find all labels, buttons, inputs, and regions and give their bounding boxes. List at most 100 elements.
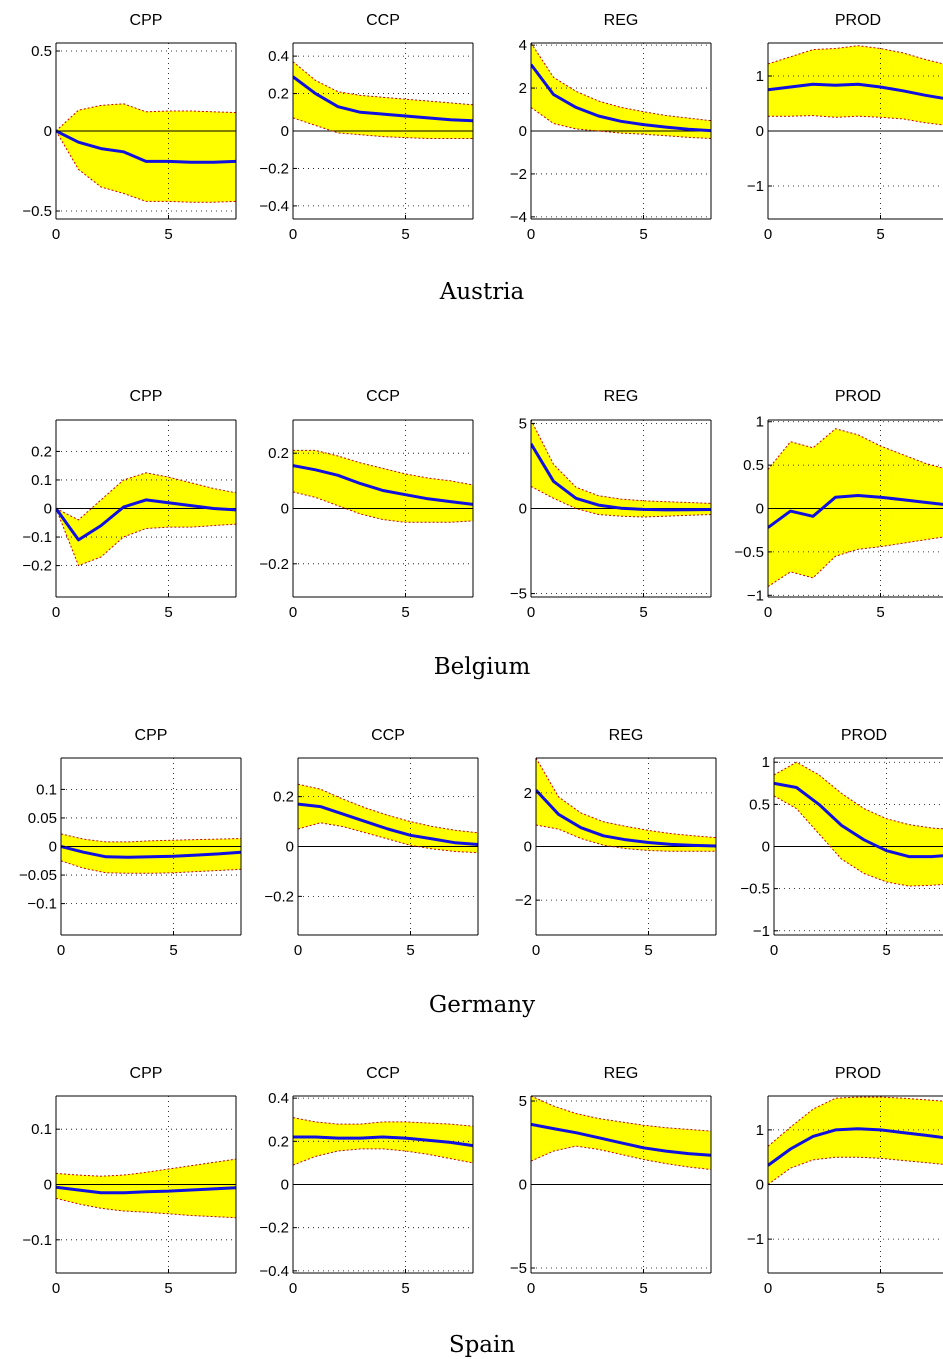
y-tick-label: 0.1 <box>31 1121 52 1138</box>
y-tick-label: 2 <box>519 80 527 97</box>
y-tick-label: −0.4 <box>259 1263 289 1280</box>
lower-band-edge <box>768 536 943 588</box>
panel-title: CCP <box>366 388 400 405</box>
y-tick-label: 0.5 <box>743 457 764 474</box>
lower-band-edge <box>56 130 236 203</box>
x-tick-label: 5 <box>876 226 884 243</box>
panel-plot-area <box>536 758 716 935</box>
panel-title: CCP <box>371 727 405 744</box>
y-tick-label: −0.1 <box>22 529 52 546</box>
median-line <box>293 75 473 123</box>
y-tick-label: 0.2 <box>31 443 52 460</box>
x-tick-label: 0 <box>527 1280 535 1297</box>
x-tick-label: 0 <box>52 226 60 243</box>
median-line <box>293 1135 473 1148</box>
country-label: Germany <box>429 992 535 1018</box>
country-label: Belgium <box>434 654 531 680</box>
y-tick-label: −5 <box>510 586 527 603</box>
x-tick-label: 0 <box>764 604 772 621</box>
x-tick-label: 5 <box>169 942 177 959</box>
y-tick-label: 0 <box>281 501 289 518</box>
y-tick-label: 0 <box>519 1177 527 1194</box>
panel-plot-area <box>768 420 943 597</box>
panel-austria-prod: −1 0 1 0 5 PROD <box>747 12 943 243</box>
x-tick-label: 5 <box>401 604 409 621</box>
confidence-band <box>768 428 943 587</box>
lower-band-edge <box>293 1148 473 1166</box>
median-line <box>774 781 943 859</box>
y-tick-label: 0 <box>286 839 294 856</box>
y-tick-label: −0.05 <box>19 867 57 884</box>
y-tick-label: 5 <box>519 415 527 432</box>
y-tick-label: 0 <box>281 1177 289 1194</box>
y-tick-label: 0 <box>762 839 770 856</box>
panel-plot-area <box>56 1096 236 1273</box>
country-row-germany: −0.1 −0.05 0 0.05 0.1 0 5 CPP −0.2 0 0.2 0 5 CCP −2 0 2 0… <box>19 727 943 1018</box>
y-tick-label: 0 <box>756 123 764 140</box>
y-tick-label: 0.1 <box>36 781 57 798</box>
y-tick-label: 0 <box>524 839 532 856</box>
y-tick-label: 0 <box>44 123 52 140</box>
panel-title: CPP <box>130 12 163 29</box>
panel-title: REG <box>604 388 639 405</box>
lower-band-edge <box>768 1156 943 1185</box>
y-tick-label: 0.1 <box>31 472 52 489</box>
panel-title: CPP <box>130 1065 163 1082</box>
y-tick-label: −1 <box>747 1231 764 1248</box>
panel-title: CPP <box>135 727 168 744</box>
median-line <box>56 1185 236 1195</box>
median-line <box>536 789 716 848</box>
panel-title: CCP <box>366 1065 400 1082</box>
x-tick-label: 0 <box>764 1280 772 1297</box>
confidence-band <box>56 1159 236 1218</box>
y-tick-label: 1 <box>762 754 770 771</box>
median-line <box>768 1127 943 1167</box>
y-tick-label: 0 <box>44 501 52 518</box>
y-tick-label: 0 <box>281 123 289 140</box>
panel-plot-area <box>531 43 711 219</box>
y-tick-label: 0.4 <box>268 48 289 65</box>
panel-belgium-ccp: −0.2 0 0.2 0 5 CCP <box>259 388 474 621</box>
y-tick-label: −0.1 <box>22 1232 52 1249</box>
panel-title: CPP <box>130 388 163 405</box>
lower-band-edge <box>298 822 478 854</box>
y-tick-label: 0.2 <box>268 445 289 462</box>
y-tick-label: 0 <box>44 1177 52 1194</box>
panel-spain-ccp: −0.4 −0.2 0 0.2 0.4 0 5 CCP <box>259 1065 474 1297</box>
median-line <box>56 129 236 164</box>
panel-title: PROD <box>835 388 881 405</box>
panel-plot-area <box>774 758 943 935</box>
panel-germany-ccp: −0.2 0 0.2 0 5 CCP <box>264 727 479 959</box>
country-label: Spain <box>449 1332 516 1358</box>
y-tick-label: 0 <box>519 123 527 140</box>
x-tick-label: 0 <box>52 1280 60 1297</box>
y-tick-label: −2 <box>515 892 532 909</box>
x-tick-label: 5 <box>164 226 172 243</box>
x-tick-label: 0 <box>527 226 535 243</box>
lower-band-edge <box>531 485 711 518</box>
y-tick-label: 0.5 <box>749 796 770 813</box>
lower-band-edge <box>531 1145 711 1170</box>
median-line <box>531 63 711 133</box>
upper-band-edge <box>768 1096 943 1147</box>
x-tick-label: 5 <box>882 942 890 959</box>
median-line <box>298 802 478 846</box>
y-tick-label: −2 <box>510 166 527 183</box>
y-tick-label: −0.2 <box>264 888 294 905</box>
y-tick-label: 1 <box>756 68 764 85</box>
y-tick-label: −0.5 <box>734 544 764 561</box>
upper-band-edge <box>536 758 716 839</box>
panel-spain-cpp: −0.1 0 0.1 0 5 CPP <box>22 1065 237 1297</box>
confidence-band <box>293 450 473 523</box>
x-tick-label: 0 <box>764 226 772 243</box>
y-tick-label: 0 <box>756 1177 764 1194</box>
panel-plot-area <box>56 43 236 219</box>
y-tick-label: 0.4 <box>268 1090 289 1107</box>
upper-band-edge <box>768 45 943 65</box>
lower-band-edge <box>293 117 473 139</box>
panel-title: REG <box>609 727 644 744</box>
median-line <box>293 464 473 506</box>
